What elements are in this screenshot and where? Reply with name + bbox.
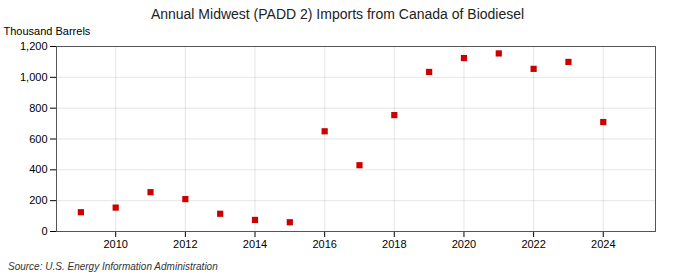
svg-text:2012: 2012 [173, 238, 197, 250]
svg-text:400: 400 [29, 163, 47, 175]
html-text:Source: U.S. Energy Informatio: Source: U.S. Energy Information Administ… [8, 261, 218, 272]
svg-text:Thousand Barrels: Thousand Barrels [4, 25, 91, 37]
svg-text:2020: 2020 [452, 238, 476, 250]
svg-text:0: 0 [41, 225, 47, 237]
svg-text:2022: 2022 [521, 238, 545, 250]
svg-text:2018: 2018 [382, 238, 406, 250]
svg-text:2024: 2024 [591, 238, 615, 250]
svg-text:2010: 2010 [103, 238, 127, 250]
svg-text:600: 600 [29, 133, 47, 145]
svg-text:1,200: 1,200 [20, 40, 48, 52]
svg-text:2016: 2016 [312, 238, 336, 250]
svg-text:2014: 2014 [243, 238, 267, 250]
svg-text:200: 200 [29, 194, 47, 206]
html-text:Annual Midwest (PADD 2) Import: Annual Midwest (PADD 2) Imports from Can… [150, 6, 525, 22]
svg-text:800: 800 [29, 102, 47, 114]
svg-text:1,000: 1,000 [20, 71, 48, 83]
